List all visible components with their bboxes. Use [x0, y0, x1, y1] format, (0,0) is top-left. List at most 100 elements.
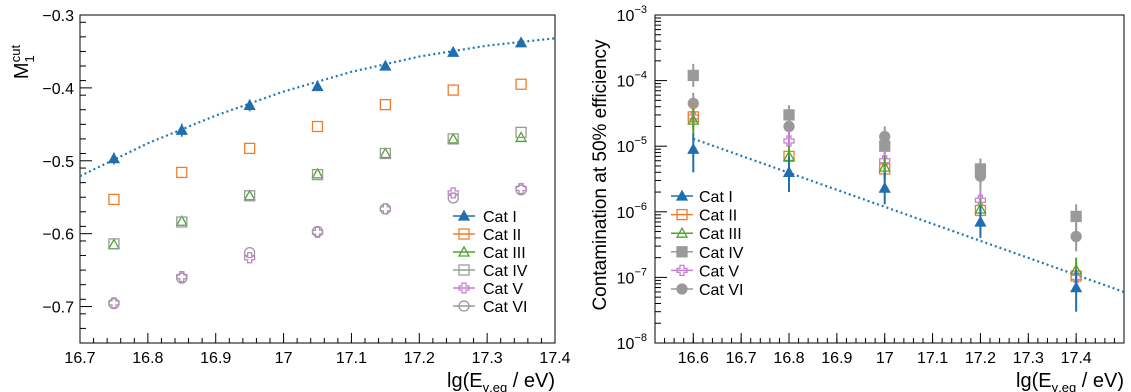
data-point — [974, 215, 987, 227]
data-point — [311, 80, 324, 92]
x-tick-label: 16.7 — [726, 350, 757, 367]
y-tick-label: 10−6 — [617, 201, 647, 222]
data-point — [782, 165, 796, 177]
data-point — [447, 132, 460, 144]
data-point — [176, 216, 188, 228]
data-point — [687, 142, 700, 154]
data-point — [447, 187, 459, 199]
legend-marker — [458, 228, 470, 240]
data-point — [879, 130, 891, 143]
legend-marker — [676, 283, 688, 295]
x-tick-label: 16.8 — [773, 350, 804, 367]
data-point — [311, 120, 324, 133]
data-point — [514, 36, 528, 48]
legend-label: Cat VI — [483, 299, 527, 316]
data-point — [1070, 281, 1083, 293]
data-point — [379, 203, 392, 215]
data-point — [878, 160, 891, 172]
x-tick-label: 16.6 — [678, 350, 709, 367]
data-point — [447, 84, 459, 96]
left-plot-frame — [79, 14, 556, 344]
legend-marker — [676, 246, 688, 258]
data-point — [447, 133, 459, 145]
legend-marker — [676, 264, 688, 277]
data-point — [447, 45, 460, 57]
y-axis-label: M1cut — [8, 44, 37, 79]
x-tick-label: 17.1 — [336, 350, 367, 367]
legend-label: Cat IV — [699, 245, 744, 262]
x-axis-label: lg(Eγ,eq / eV) — [1016, 370, 1124, 392]
data-point — [243, 246, 256, 259]
data-point — [175, 214, 188, 226]
x-tick-label: 17.1 — [917, 350, 948, 367]
data-point — [379, 99, 392, 111]
fit-line — [692, 137, 1125, 293]
data-point — [311, 168, 324, 181]
legend-marker — [458, 300, 470, 312]
data-point — [379, 147, 392, 160]
data-point — [107, 152, 121, 164]
left-chart: 16.7 16.8 16.9 17 17.1 17.2 17.3 17.4 −0.7 −0.6 −0… — [8, 8, 571, 392]
data-point — [108, 297, 120, 310]
y-tick-label: 10−8 — [617, 332, 647, 353]
data-point — [108, 193, 120, 206]
legend-marker — [457, 209, 471, 221]
y-tick-label: 10−3 — [617, 4, 647, 25]
y-tick-label: 10−5 — [617, 135, 647, 156]
x-tick-label: 16.7 — [64, 350, 95, 367]
x-tick-label: 17.4 — [539, 350, 570, 367]
legend-label: Cat II — [483, 227, 521, 244]
data-point — [243, 252, 256, 264]
x-tick-label: 16.9 — [200, 350, 231, 367]
legend-marker — [675, 189, 689, 201]
y-tick-label: −0.5 — [42, 154, 74, 171]
x-tick-label: 16.8 — [132, 350, 163, 367]
fit-line — [79, 37, 556, 178]
legend-label: Cat II — [699, 208, 737, 225]
legend-marker — [675, 226, 689, 238]
y-axis-label: Contamination at 50% efficiency — [590, 39, 611, 311]
legend-label: Cat V — [483, 281, 523, 298]
legend-marker — [676, 208, 688, 221]
data-point — [379, 59, 392, 71]
data-point — [243, 189, 256, 201]
x-tick-label: 17.4 — [1061, 350, 1092, 367]
data-point — [175, 123, 188, 135]
data-point — [447, 192, 459, 204]
data-point — [515, 182, 527, 195]
data-point — [687, 69, 699, 82]
x-tick-label: 17 — [275, 350, 293, 367]
data-point — [974, 170, 987, 182]
x-tick-label: 17.3 — [1013, 350, 1044, 367]
legend-label: Cat I — [699, 189, 733, 206]
data-point — [515, 78, 527, 90]
legend-marker — [457, 245, 471, 257]
legend-label: Cat V — [699, 263, 739, 280]
data-point — [243, 142, 256, 155]
right-chart: 16.6 16.7 16.8 16.9 17 17.1 17.2 17.3 17.4 10−8 10… — [590, 4, 1125, 392]
data-point — [311, 167, 324, 179]
legend-marker — [458, 282, 470, 294]
data-point — [1070, 230, 1082, 243]
legend-label: Cat IV — [483, 263, 528, 280]
legend-label: Cat III — [699, 226, 742, 243]
legend-label: Cat III — [483, 245, 526, 262]
x-axis-label: lg(Eγ,eq / eV) — [447, 370, 555, 392]
right-plot-frame — [654, 14, 1125, 344]
y-tick-label: 10−4 — [617, 70, 647, 91]
legend-label: Cat VI — [699, 282, 743, 299]
data-point — [107, 238, 121, 250]
x-tick-label: 16.9 — [821, 350, 852, 367]
data-point — [783, 135, 795, 147]
legend-label: Cat I — [483, 209, 517, 226]
data-point — [243, 190, 256, 202]
y-tick-label: 10−7 — [617, 266, 647, 287]
y-tick-label: −0.4 — [42, 81, 74, 98]
data-point — [1070, 210, 1082, 223]
data-point — [687, 113, 700, 125]
x-tick-label: 17.3 — [472, 350, 503, 367]
x-tick-label: 17 — [876, 350, 894, 367]
x-tick-label: 17.2 — [965, 350, 996, 367]
data-point — [515, 184, 527, 196]
